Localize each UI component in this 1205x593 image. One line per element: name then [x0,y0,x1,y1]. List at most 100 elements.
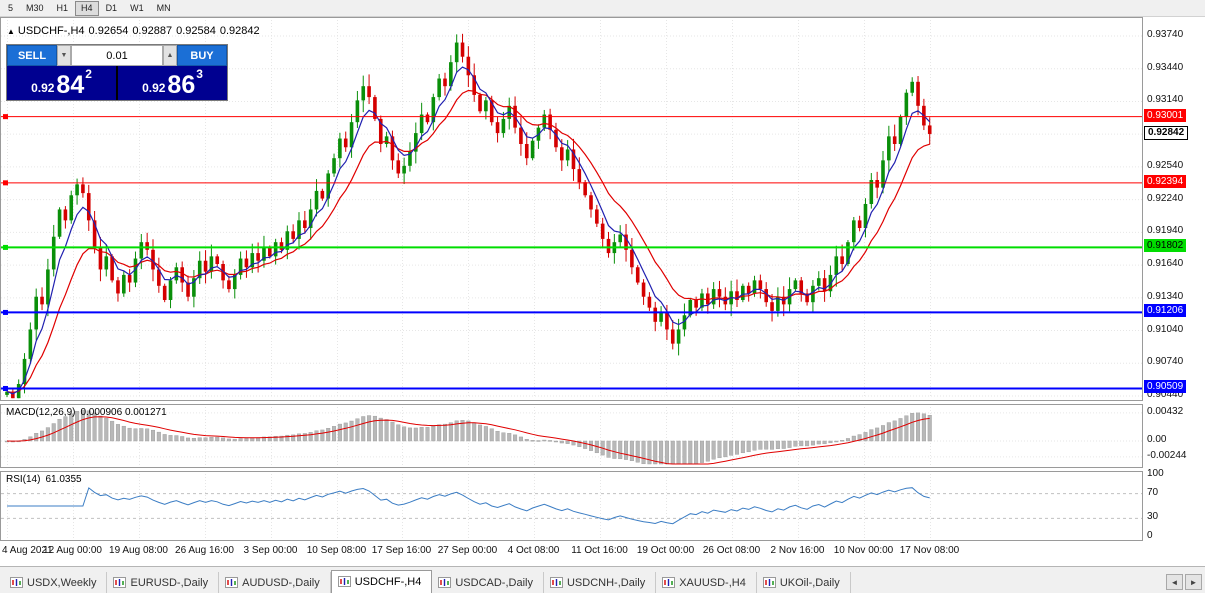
tab-chart-icon [438,577,452,588]
time-tick-label: 17 Sep 16:00 [371,545,432,556]
timeframe-button-mn[interactable]: MN [156,2,171,13]
trade-prices-row: 0.92 84 2 0.92 86 3 [7,66,227,100]
rsi-value: 61.0355 [45,474,82,485]
buy-price-point: 3 [196,67,203,81]
tab-usdx-weekly[interactable]: USDX,Weekly [4,572,108,593]
tab-eurusd-daily[interactable]: EURUSD-,Daily [107,572,220,593]
macd-label: MACD(12,26,9) 0.000906 0.001271 [6,407,172,418]
tab-chart-icon [225,577,239,588]
macd-title: MACD(12,26,9) [6,407,76,418]
price-tick-label: 0.93440 [1147,61,1184,73]
buy-price-pips: 86 [167,71,196,99]
sell-price-display[interactable]: 0.92 84 2 [7,66,116,100]
tab-chart-icon [10,577,23,588]
tab-audusd-daily[interactable]: AUDUSD-,Daily [219,572,331,593]
tabs-scroll-controls: ◄ ► [1166,574,1205,593]
sell-button[interactable]: SELL [7,45,57,66]
timeframe-button-m30[interactable]: M30 [26,2,44,13]
chart-symbol-period: USDCHF-,H4 [17,25,85,37]
time-tick-label: 3 Sep 00:00 [243,545,298,556]
ma-fast-line [6,66,931,395]
price-tick-label: 0.90440 [1147,389,1184,400]
ohlc-low: 0.92584 [176,25,216,37]
ma-slow-line [6,89,930,394]
volume-input[interactable] [71,45,163,66]
macd-values: 0.000906 0.001271 [80,407,167,418]
buy-price-display[interactable]: 0.92 86 3 [118,66,227,100]
trade-controls-row: SELL ▼ ▲ BUY [7,45,227,66]
ohlc-open: 0.92654 [88,25,129,37]
timeframe-button-h1[interactable]: H1 [56,2,69,13]
tab-label: XAUUSD-,H4 [679,576,746,589]
time-axis: 4 Aug 2021 12 Aug 00:00 19 Aug 08:00 26 Aug… [0,541,1143,566]
time-tick-label: 4 Aug 2021 [2,545,53,556]
rsi-label: RSI(14) 61.0355 [6,474,87,485]
time-tick-label: 27 Sep 00:00 [437,545,498,556]
tabs-scroll-left-button[interactable]: ◄ [1166,574,1183,590]
tab-usdchf-h4[interactable]: USDCHF-,H4 [330,570,433,593]
time-tick-label: 19 Aug 08:00 [109,545,168,556]
rsi-chart [1,474,1142,538]
time-tick-label: 17 Nov 08:00 [899,545,960,556]
ohlc-high: 0.92887 [132,25,173,37]
tab-chart-icon [762,577,776,588]
time-tick-label: 12 Aug 00:00 [43,545,102,556]
tab-usdcnh-daily[interactable]: USDCNH-,Daily [544,572,657,593]
hline-handle-0.90509[interactable] [3,385,8,391]
time-tick-label: 4 Oct 08:00 [507,545,560,556]
tab-label: USDCHF-,H4 [354,575,422,588]
rsi-line [7,487,930,525]
tab-xauusd-h4[interactable]: XAUUSD-,H4 [656,572,757,593]
tab-label: USDX,Weekly [27,576,97,589]
chart-tabs: USDX,Weekly EURUSD-,Daily AUDUSD-,Daily USD… [0,567,1166,593]
macd-axis-label: -0.00244 [1147,449,1187,461]
tab-label: EURUSD-,Daily [130,576,209,589]
buy-button[interactable]: BUY [177,45,227,66]
time-tick-label: 2 Nov 16:00 [770,545,825,556]
rsi-title: RSI(14) [6,474,41,485]
hline-handle-0.93001[interactable] [3,114,8,120]
price-tick-label: 0.93140 [1147,94,1184,106]
rsi-axis-label: 0 [1147,530,1153,541]
tab-label: AUDUSD-,Daily [242,576,320,589]
hline-handle-0.92394[interactable] [3,180,8,186]
rsi-axis-label: 100 [1147,468,1164,479]
tab-ukoil-daily[interactable]: UKOil-,Daily [757,572,851,593]
tab-chart-icon [662,577,676,588]
hline-handle-0.91206[interactable] [3,309,8,315]
price-axis: 0.937400.934400.931400.928400.925400.922… [1143,17,1205,541]
main-chart-panel: ▲ USDCHF-,H4 0.92654 0.92887 0.92584 0.92842 … [0,17,1143,401]
timeframe-toolbar: 5 M30 H1 H4 D1 W1 MN [0,0,1205,17]
one-click-panel-toggle-icon[interactable]: ▲ [7,27,15,36]
timeframe-button-d1[interactable]: D1 [105,2,118,13]
timeframe-button-h4[interactable]: H4 [75,0,99,16]
macd-signal-line [6,416,930,465]
sell-price-prefix: 0.92 [31,81,55,95]
ohlc-close: 0.92842 [219,25,260,37]
buy-price-prefix: 0.92 [142,81,166,95]
tab-label: USDCAD-,Daily [455,576,533,589]
tab-usdcad-daily[interactable]: USDCAD-,Daily [432,572,544,593]
hline-price-label: 0.92394 [1144,174,1187,188]
rsi-panel: RSI(14) 61.0355 [0,471,1143,541]
tab-label: UKOil-,Daily [779,576,840,589]
tab-label: USDCNH-,Daily [566,576,646,589]
time-tick-label: 11 Oct 16:00 [571,545,628,556]
price-tick-label: 0.92540 [1147,159,1184,171]
rsi-axis-label: 30 [1147,511,1159,523]
price-tick-label: 0.90740 [1147,356,1184,368]
tabs-scroll-right-button[interactable]: ► [1185,574,1202,590]
price-tick-label: 0.91340 [1147,290,1184,302]
time-tick-label: 26 Aug 16:00 [175,545,234,556]
timeframe-button-w1[interactable]: W1 [130,2,144,13]
price-tick-label: 0.92240 [1147,192,1184,204]
volume-increment-button[interactable]: ▲ [163,45,177,66]
time-tick-label: 19 Oct 00:00 [636,545,695,556]
hline-handle-0.91802[interactable] [3,244,8,250]
timeframe-button-5[interactable]: 5 [8,2,14,13]
macd-panel: MACD(12,26,9) 0.000906 0.001271 [0,404,1143,468]
volume-decrement-button[interactable]: ▼ [57,45,71,66]
macd-axis-label: 0.00 [1147,434,1167,445]
